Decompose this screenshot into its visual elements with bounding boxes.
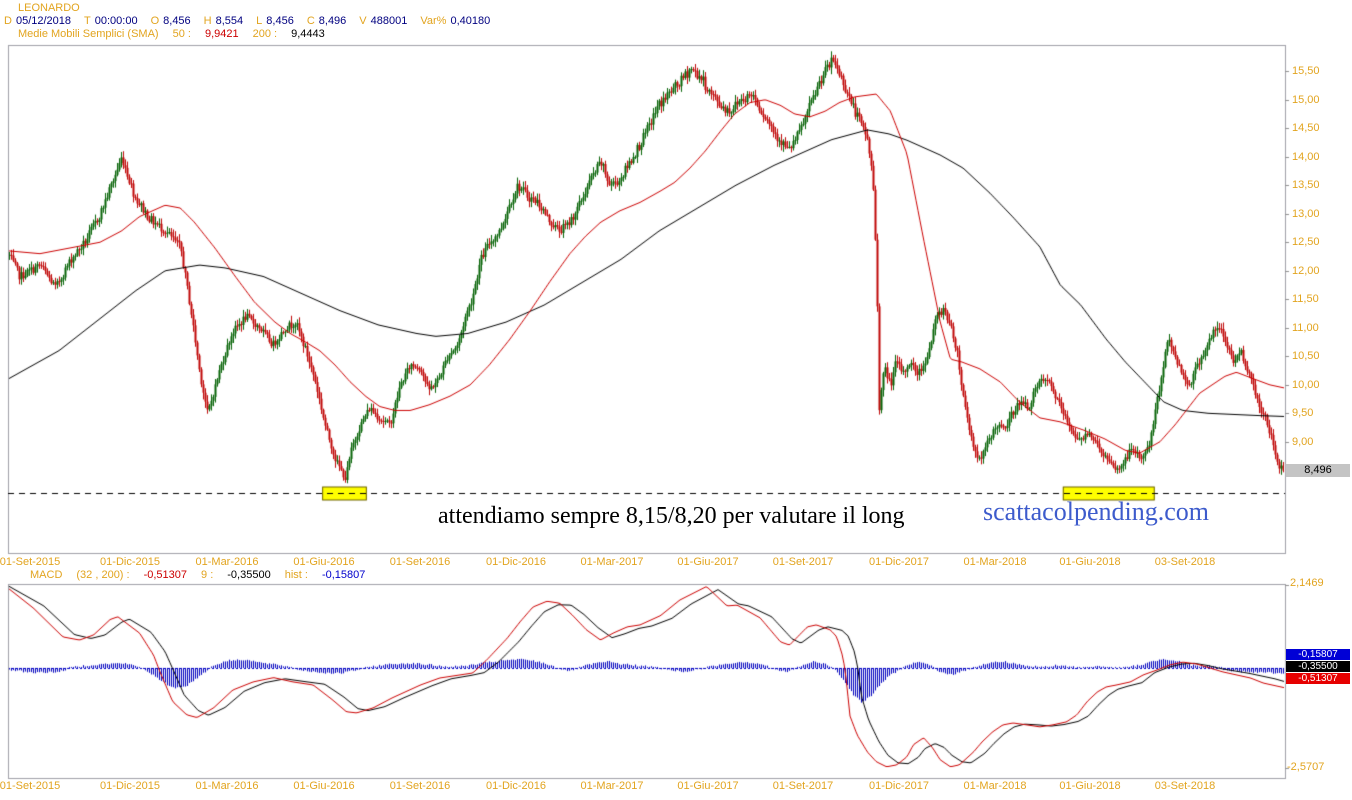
quote-field-value: 488001 bbox=[370, 15, 408, 27]
date-tick-label: 01-Dic-2015 bbox=[100, 556, 160, 568]
macd-legend-row: MACD (32 , 200) : -0,51307 9 : -0,35500 hist … bbox=[30, 569, 365, 581]
date-tick-label: 01-Mar-2017 bbox=[580, 556, 644, 568]
date-tick-label: 01-Dic-2017 bbox=[869, 780, 929, 792]
quote-field: C 8,496 bbox=[307, 15, 346, 27]
quote-field: D 05/12/2018 bbox=[4, 15, 71, 27]
sma-legend-segment: 9,9421 bbox=[204, 28, 239, 40]
instrument-title: LEONARDO bbox=[18, 2, 80, 14]
last-price-badge: 8,496 bbox=[1286, 464, 1350, 477]
date-tick-label: 01-Mar-2016 bbox=[195, 556, 259, 568]
macd-legend-segment: (32 , 200) : bbox=[76, 569, 130, 581]
date-tick-label: 01-Mar-2016 bbox=[195, 780, 259, 792]
date-tick-label: 01-Giu-2017 bbox=[677, 556, 739, 568]
date-tick-label: 01-Giu-2016 bbox=[293, 780, 355, 792]
date-tick-label: 03-Set-2018 bbox=[1154, 780, 1216, 792]
quote-info-row: D 05/12/2018 T 00:00:00 O 8,456 H 8,554 L 8,456 C 8… bbox=[4, 15, 490, 27]
date-tick-label: 01-Giu-2018 bbox=[1059, 780, 1121, 792]
sma-legend-segment: 50 : bbox=[172, 28, 191, 40]
macd-min-label: -2,5707 bbox=[1287, 761, 1325, 773]
quote-field-label: C bbox=[306, 15, 315, 27]
quote-field-value: 00:00:00 bbox=[94, 15, 138, 27]
quote-field-label: V bbox=[359, 15, 367, 27]
date-tick-label: 01-Giu-2016 bbox=[293, 556, 355, 568]
quote-field: O 8,456 bbox=[151, 15, 191, 27]
quote-field-value: 8,456 bbox=[163, 15, 191, 27]
date-tick-label: 01-Set-2016 bbox=[389, 780, 451, 792]
date-tick-label: 01-Set-2015 bbox=[0, 780, 61, 792]
quote-field-label: Var% bbox=[420, 15, 447, 27]
quote-field: L 8,456 bbox=[256, 15, 294, 27]
sma-legend-segment: Medie Mobili Semplici (SMA) bbox=[18, 28, 159, 40]
date-tick-label: 01-Mar-2018 bbox=[963, 556, 1027, 568]
date-tick-label: 01-Set-2017 bbox=[772, 780, 834, 792]
quote-field-value: 05/12/2018 bbox=[15, 15, 72, 27]
quote-field-value: 8,554 bbox=[215, 15, 244, 27]
date-tick-label: 01-Mar-2018 bbox=[963, 780, 1027, 792]
quote-field-label: D bbox=[4, 15, 12, 27]
quote-field-label: O bbox=[150, 15, 160, 27]
trade-annotation: attendiamo sempre 8,15/8,20 per valutare… bbox=[438, 503, 905, 529]
quote-field: Var% 0,40180 bbox=[420, 15, 490, 27]
date-tick-label: 01-Giu-2017 bbox=[677, 780, 739, 792]
macd-legend-segment: -0,35500 bbox=[227, 569, 271, 581]
quote-field-value: 0,40180 bbox=[450, 15, 491, 27]
date-axis-main: 01-Set-2015 01-Dic-2015 01-Mar-2016 01-Giu-… bbox=[0, 556, 1352, 570]
macd-legend-segment: -0,15807 bbox=[321, 569, 366, 581]
quote-field-label: T bbox=[84, 15, 91, 27]
quote-field: T 00:00:00 bbox=[84, 15, 138, 27]
quote-field-label: L bbox=[256, 15, 263, 27]
quote-field-label: H bbox=[203, 15, 212, 27]
date-tick-label: 01-Giu-2018 bbox=[1059, 556, 1121, 568]
quote-field-value: 8,496 bbox=[318, 15, 347, 27]
date-tick-label: 01-Dic-2016 bbox=[486, 556, 546, 568]
date-axis-macd: 01-Set-2015 01-Dic-2015 01-Mar-2016 01-Giu-… bbox=[0, 780, 1352, 794]
quote-field: V 488001 bbox=[359, 15, 407, 27]
macd-legend-segment: -0,51307 bbox=[143, 569, 188, 581]
date-tick-label: 01-Dic-2015 bbox=[100, 780, 160, 792]
date-tick-label: 01-Dic-2017 bbox=[869, 556, 929, 568]
watermark-text: scattacolpending.com bbox=[983, 497, 1209, 526]
quote-field-value: 8,456 bbox=[266, 15, 294, 27]
quote-field: H 8,554 bbox=[204, 15, 243, 27]
macd-legend-segment: 9 : bbox=[201, 569, 214, 581]
date-tick-label: 01-Mar-2017 bbox=[580, 780, 644, 792]
sma-legend-row: Medie Mobili Semplici (SMA) 50 : 9,9421 200… bbox=[18, 28, 325, 40]
date-tick-label: 01-Set-2015 bbox=[0, 556, 61, 568]
date-tick-label: 01-Set-2017 bbox=[772, 556, 834, 568]
date-tick-label: 01-Set-2016 bbox=[389, 556, 451, 568]
macd-legend-segment: hist : bbox=[284, 569, 308, 581]
macd-max-label: 2,1469 bbox=[1290, 577, 1324, 589]
date-tick-label: 01-Dic-2016 bbox=[486, 780, 546, 792]
macd-legend-segment: MACD bbox=[30, 569, 63, 581]
sma-legend-segment: 200 : bbox=[252, 28, 278, 40]
date-tick-label: 03-Set-2018 bbox=[1154, 556, 1216, 568]
sma-legend-segment: 9,4443 bbox=[291, 28, 325, 40]
